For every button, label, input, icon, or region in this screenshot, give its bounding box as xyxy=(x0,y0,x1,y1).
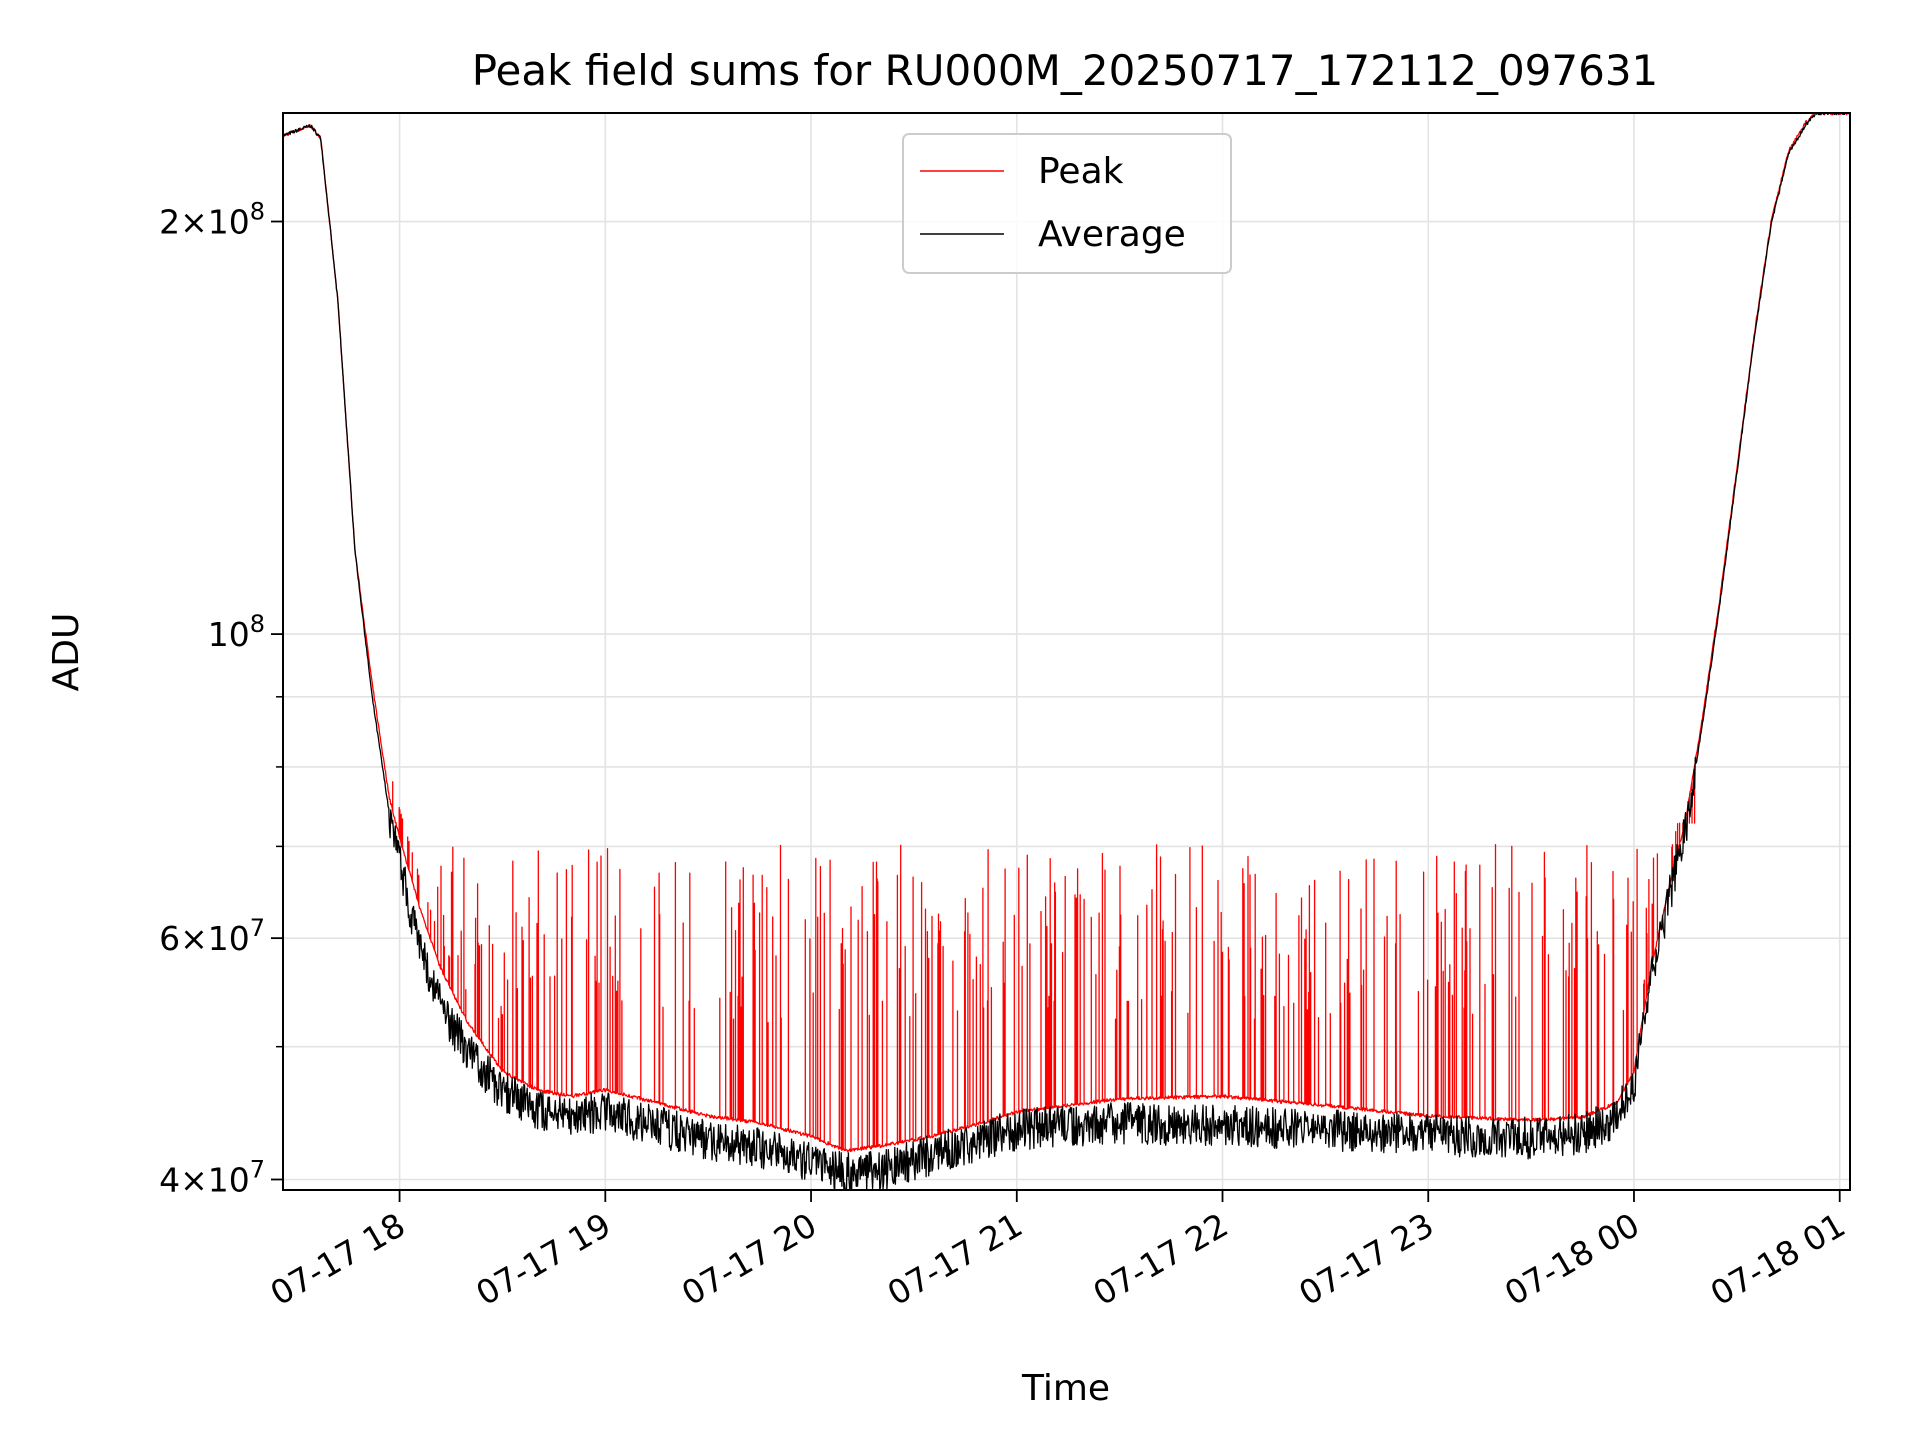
y-tick-label: 6×107 xyxy=(159,914,265,958)
series-line-average xyxy=(282,112,1851,1191)
legend-label-peak: Peak xyxy=(1038,151,1124,192)
plot-frame xyxy=(282,112,1851,1191)
y-tick-label: 4×107 xyxy=(159,1155,265,1199)
x-axis-label: Time xyxy=(1021,1368,1110,1409)
grid xyxy=(283,113,1850,1190)
y-axis: 4×107 6×107 108 2×108 xyxy=(159,198,283,1199)
legend-box xyxy=(902,133,1232,274)
legend-label-average: Average xyxy=(1038,214,1186,255)
plot-area-series xyxy=(282,112,1851,1191)
series-line-peak xyxy=(282,112,1851,1153)
y-tick-label: 108 xyxy=(208,610,265,654)
chart-title: Peak field sums for RU000M_20250717_1721… xyxy=(472,46,1659,95)
y-axis-label: ADU xyxy=(46,613,87,692)
y-tick-label: 2×108 xyxy=(159,198,265,242)
legend: Peak Average xyxy=(902,133,1232,274)
